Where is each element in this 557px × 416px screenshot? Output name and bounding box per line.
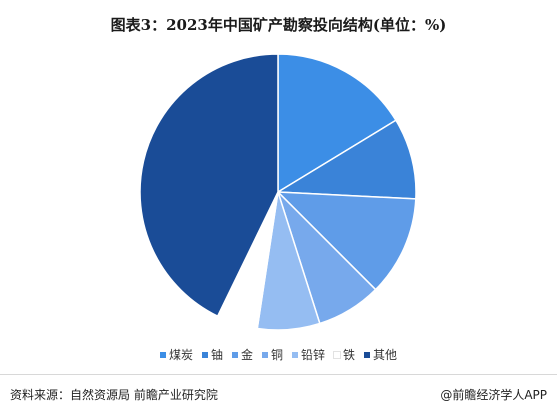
legend-swatch-lead-zinc	[292, 351, 298, 358]
legend-swatch-uranium	[201, 351, 208, 358]
footer-divider	[0, 374, 557, 375]
legend-label-gold: 金	[240, 348, 253, 362]
slice-other	[139, 53, 279, 318]
slice-uranium	[275, 119, 417, 200]
legend-item-iron: 铁	[333, 346, 356, 363]
legend-label-uranium: 铀	[210, 348, 223, 362]
legend-swatch-copper	[261, 351, 268, 358]
chart-title: 图表3：2023年中国矿产勘察投向结构(单位：%)	[110, 16, 447, 34]
brand-credit: @前瞻经济学人APP	[440, 388, 547, 402]
legend-label-iron: 铁	[343, 348, 356, 362]
legend-swatch-iron	[333, 350, 342, 359]
legend-label-copper: 铜	[270, 348, 283, 362]
pie-slices	[139, 53, 417, 331]
slice-coal	[277, 53, 397, 194]
legend-label-other: 其他	[373, 348, 398, 362]
source-note: 资料来源：自然资源局 前瞻产业研究院	[10, 388, 218, 402]
legend-item-copper: 铜	[261, 346, 283, 363]
legend-item-coal: 煤炭	[159, 346, 193, 363]
legend-item-uranium: 铀	[201, 346, 223, 363]
legend-label-lead-zinc: 铅锌	[301, 348, 326, 362]
legend-swatch-gold	[231, 351, 238, 358]
slice-gold	[276, 191, 417, 291]
legend-swatch-other	[364, 351, 371, 358]
chart-legend: 煤炭 铀 金 铜 铅锌 铁 其他	[0, 346, 557, 363]
legend-item-other: 其他	[364, 346, 397, 363]
legend-swatch-coal	[159, 351, 166, 358]
legend-item-lead-zinc: 铅锌	[292, 346, 325, 363]
legend-item-gold: 金	[231, 346, 253, 363]
legend-label-coal: 煤炭	[168, 348, 193, 362]
